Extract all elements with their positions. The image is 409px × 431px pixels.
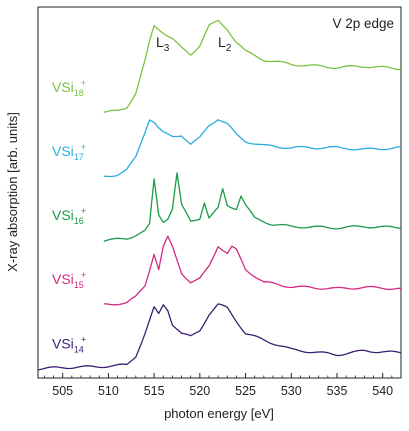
x-tick-label: 515 (144, 384, 165, 398)
plot-frame (37, 6, 402, 379)
x-tick-label: 535 (327, 384, 348, 398)
series-line-vsi15- (103, 235, 402, 306)
x-tick-label: 510 (98, 384, 119, 398)
x-tick-label: 525 (235, 384, 256, 398)
series-line-vsi16- (103, 172, 402, 242)
series-label: VSi15+ (52, 270, 86, 290)
series-curves (37, 19, 402, 371)
series-label: VSi16+ (52, 206, 86, 226)
series-line-vsi17- (103, 119, 402, 178)
x-tick-label: 505 (52, 384, 73, 398)
x-axis-title: photon energy [eV] (164, 406, 274, 421)
series-line-vsi14- (37, 303, 402, 371)
series-label: VSi17+ (52, 142, 86, 162)
series-label: VSi18+ (52, 78, 86, 98)
y-axis-title: X-ray absorption [arb. units] (5, 112, 20, 272)
series-label: VSi14+ (52, 334, 86, 354)
x-axis-ticks: 505 510 515 520 525 530 535 540 (44, 373, 402, 398)
series-labels: VSi18+ VSi17+ VSi16+ VSi15+ VSi14+ (52, 78, 86, 354)
x-tick-label: 540 (372, 384, 393, 398)
x-tick-label: 520 (189, 384, 210, 398)
chart-title: V 2p edge (332, 16, 394, 31)
x-tick-label: 530 (281, 384, 302, 398)
l3-peak-label: L3 (156, 34, 170, 54)
l2-peak-label: L2 (218, 34, 232, 54)
series-line-vsi18- (103, 19, 402, 114)
